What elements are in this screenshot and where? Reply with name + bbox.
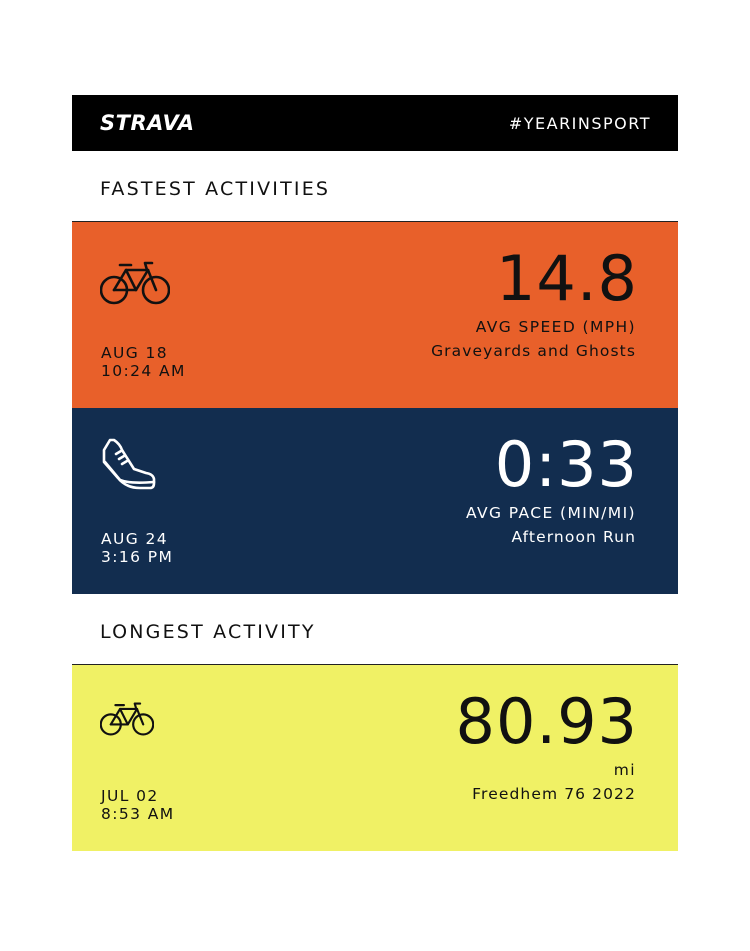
- run-shoe-icon: [100, 436, 156, 498]
- activity-datetime: AUG 18 10:24 AM: [101, 344, 186, 380]
- activity-tile-ride-fastest[interactable]: AUG 18 10:24 AM 14.8 AVG SPEED (MPH) Gra…: [72, 222, 678, 408]
- activity-name: Afternoon Run: [511, 528, 636, 546]
- activity-date: AUG 24: [101, 530, 169, 548]
- activity-tile-run-fastest[interactable]: AUG 24 3:16 PM 0:33 AVG PACE (MIN/MI) Af…: [72, 408, 678, 594]
- section-title-fastest: FASTEST ACTIVITIES: [72, 151, 678, 222]
- activity-time: 10:24 AM: [101, 362, 186, 380]
- activity-metric: AVG PACE (MIN/MI): [466, 504, 636, 522]
- activity-metric: AVG SPEED (MPH): [475, 318, 636, 336]
- activity-tile-ride-longest[interactable]: JUL 02 8:53 AM 80.93 mi Freedhem 76 2022: [72, 665, 678, 851]
- activity-date: JUL 02: [101, 787, 159, 805]
- section-title-text: FASTEST ACTIVITIES: [100, 178, 331, 200]
- activity-value: 0:33: [494, 428, 638, 501]
- activity-name: Graveyards and Ghosts: [431, 342, 636, 360]
- section-title-longest: LONGEST ACTIVITY: [72, 594, 678, 665]
- bike-icon: [99, 260, 171, 310]
- section-title-text: LONGEST ACTIVITY: [100, 621, 316, 643]
- bike-icon: [99, 701, 155, 741]
- strava-logo: STRAVA: [100, 111, 195, 135]
- activity-datetime: JUL 02 8:53 AM: [101, 787, 175, 823]
- year-in-sport-card: STRAVA #YEARINSPORT FASTEST ACTIVITIES A…: [72, 95, 678, 851]
- activity-value: 14.8: [495, 242, 638, 315]
- activity-value: 80.93: [455, 685, 638, 758]
- hashtag: #YEARINSPORT: [508, 114, 651, 133]
- activity-time: 3:16 PM: [101, 548, 174, 566]
- header-bar: STRAVA #YEARINSPORT: [72, 95, 678, 151]
- activity-datetime: AUG 24 3:16 PM: [101, 530, 173, 566]
- activity-date: AUG 18: [101, 344, 169, 362]
- activity-name: Freedhem 76 2022: [472, 785, 636, 803]
- activity-unit: mi: [613, 761, 636, 779]
- activity-time: 8:53 AM: [101, 805, 175, 823]
